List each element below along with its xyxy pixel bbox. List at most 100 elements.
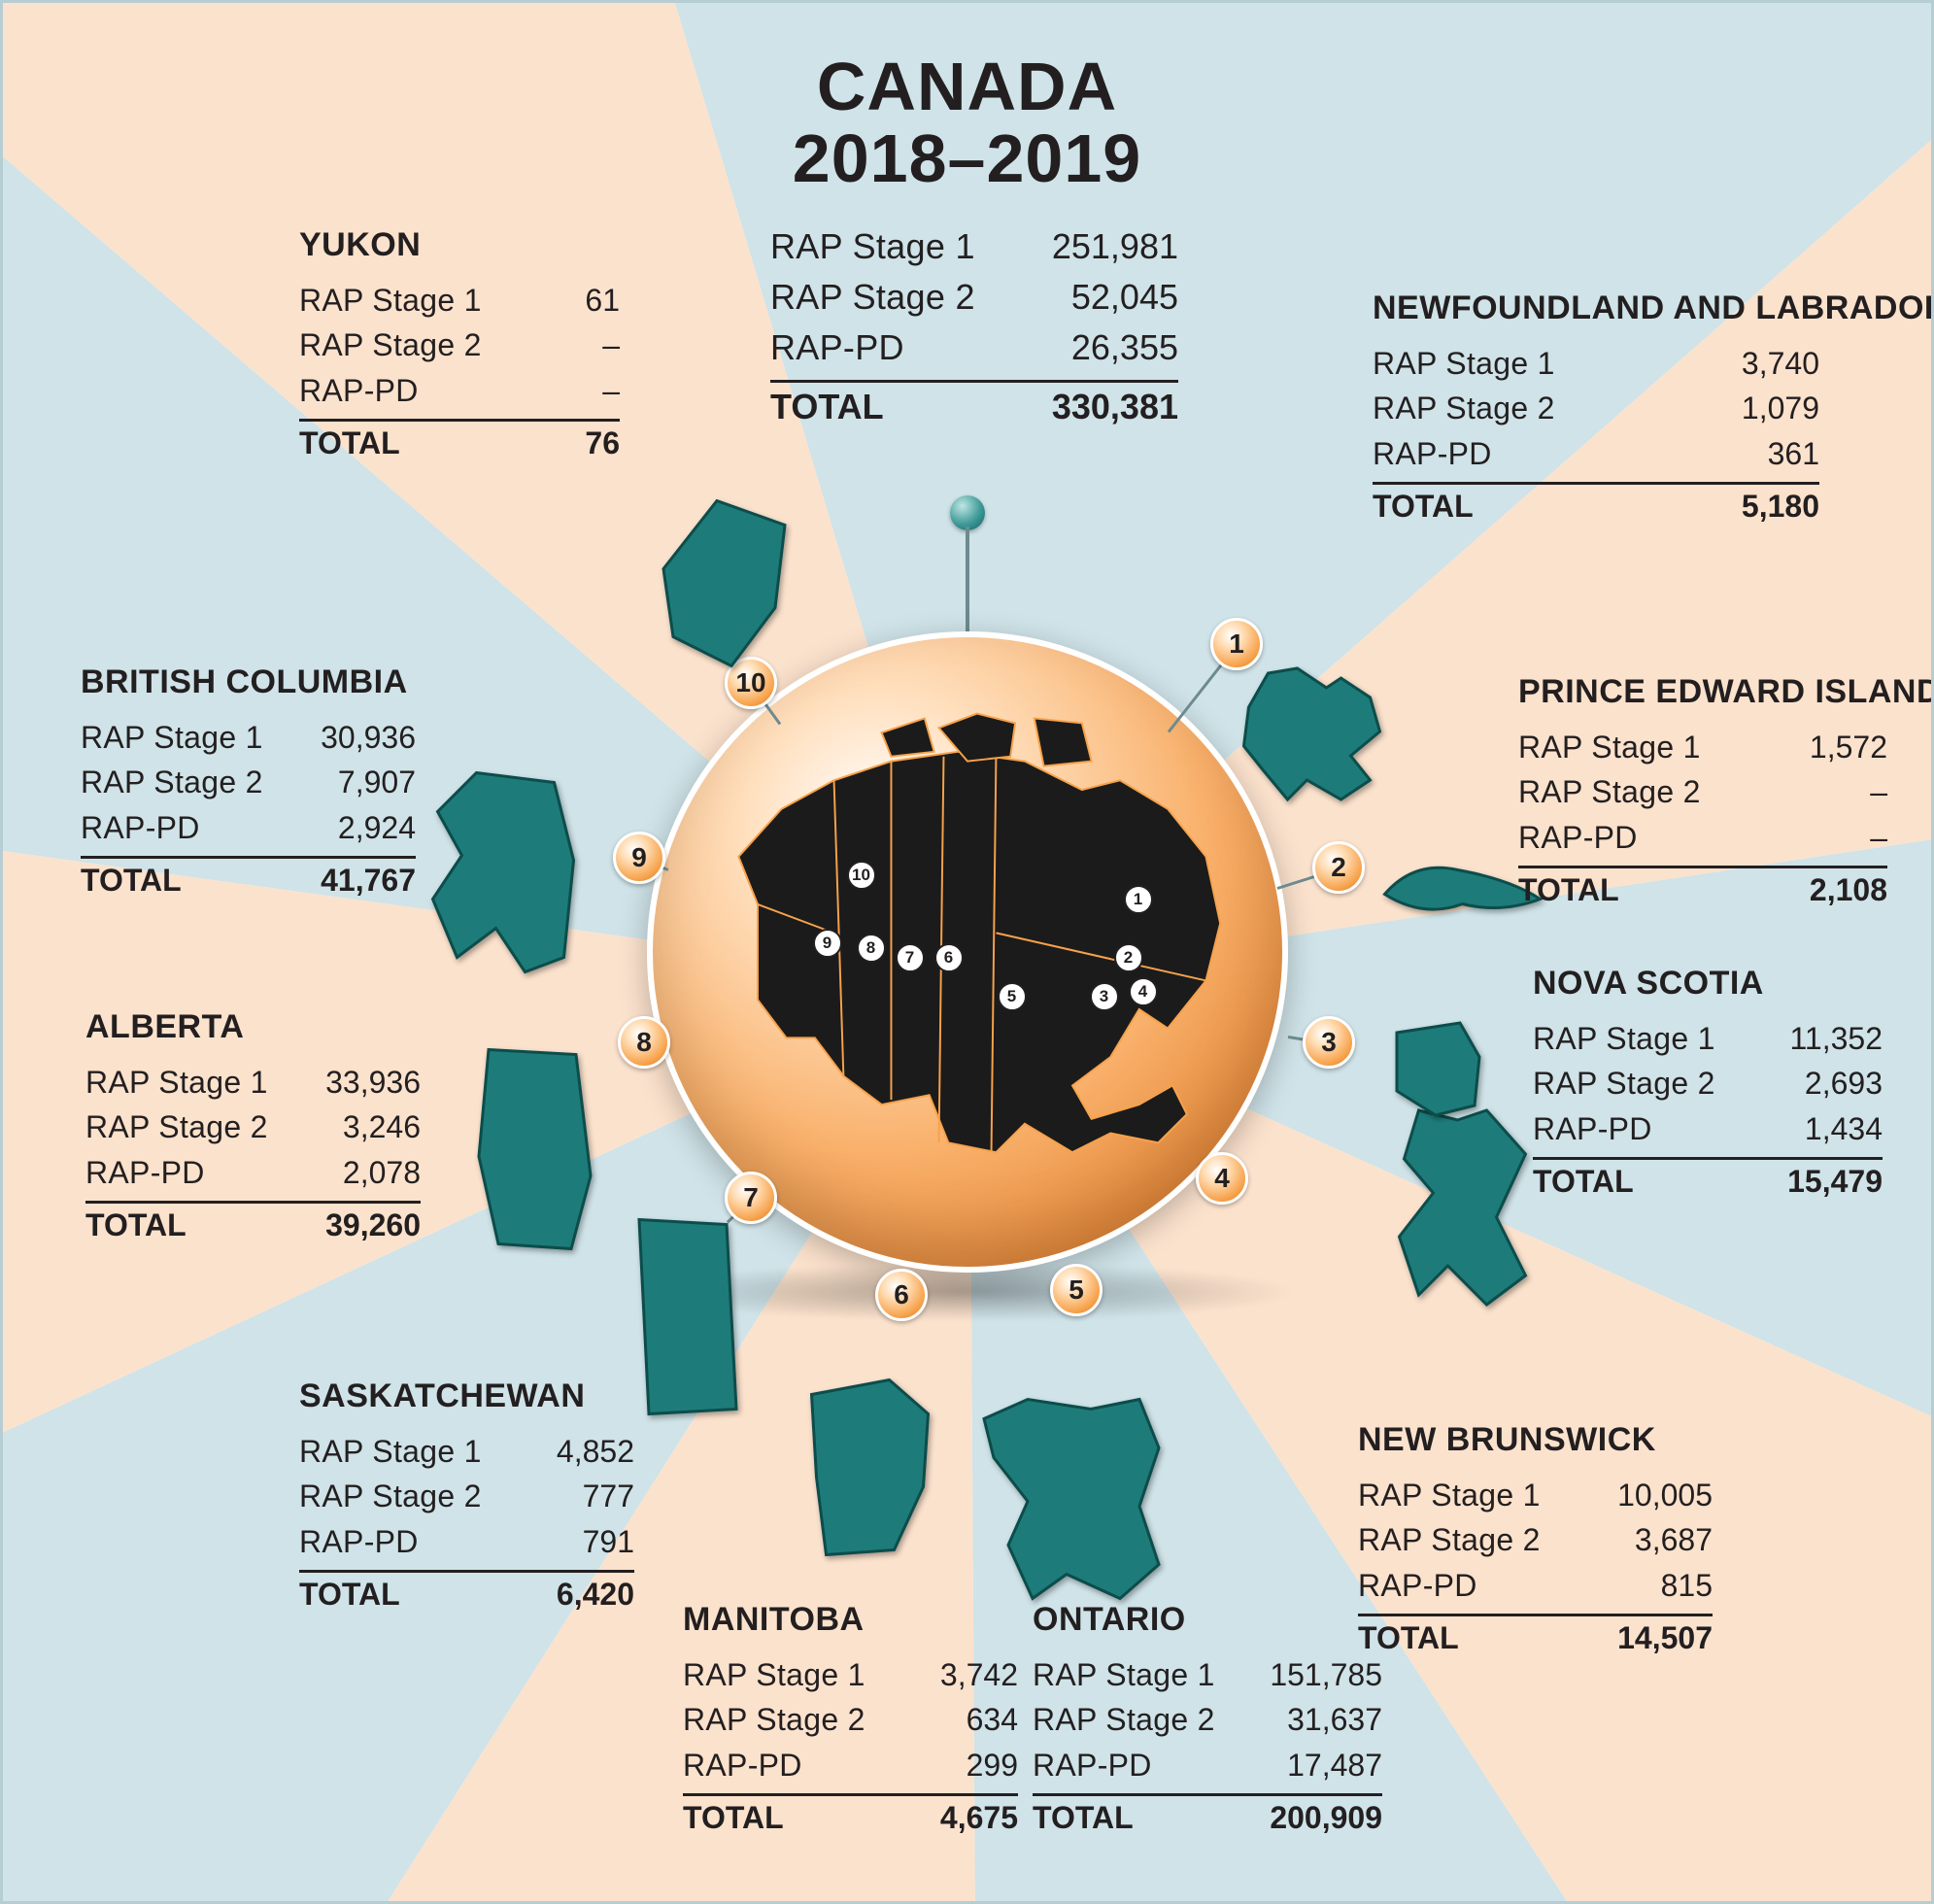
divider [770,380,1178,383]
val-rap2: 31,637 [1266,1697,1382,1742]
val-rappd: 2,924 [299,805,416,850]
province-shape-icon [464,1040,600,1259]
map-number-badge: 10 [847,861,876,890]
map-number-badge: 4 [1129,977,1158,1006]
province-data-block: NEW BRUNSWICKRAP Stage 110,005RAP Stage … [1358,1421,1713,1656]
province-name: NEWFOUNDLAND AND LABRADOR [1373,289,1819,327]
label-rap2: RAP Stage 2 [1518,769,1701,814]
label-rap1: RAP Stage 1 [770,221,975,272]
province-data-block: BRITISH COLUMBIARAP Stage 130,936RAP Sta… [81,663,416,899]
canada-total: 330,381 [1052,387,1178,427]
divider [85,1201,421,1204]
label-rap1: RAP Stage 1 [1033,1652,1215,1697]
label-rap1: RAP Stage 1 [81,715,263,760]
val-rap1: 1,572 [1771,725,1887,769]
province-shape-icon [1235,663,1385,809]
val-rappd: 2,078 [304,1150,421,1195]
map-number-badge: 2 [1114,943,1143,972]
val-rap1: 33,936 [304,1060,421,1105]
label-rap2: RAP Stage 2 [85,1105,268,1149]
label-rap2: RAP Stage 2 [1033,1697,1215,1742]
province-marker: 2 [1312,841,1365,894]
val-total: 15,479 [1787,1164,1883,1200]
label-total: TOTAL [81,863,182,899]
province-data-block: PRINCE EDWARD ISLAND RAP Stage 1 1,572 RAP … [1518,673,1887,908]
label-rappd: RAP-PD [1373,431,1492,476]
province-shape-icon [649,492,795,671]
label-rap2: RAP Stage 2 [770,272,975,323]
val-rap2: – [1771,769,1887,814]
label-rap1: RAP Stage 1 [683,1652,865,1697]
province-marker: 5 [1050,1264,1103,1316]
label-rap1: RAP Stage 1 [1518,725,1701,769]
title-block: CANADA 2018–2019 [793,51,1141,194]
canada-data-block: RAP Stage 1251,981 RAP Stage 252,045 RAP… [770,221,1178,427]
province-shape-icon [974,1390,1169,1609]
val-rappd: 815 [1596,1563,1713,1608]
label-rap2: RAP Stage 2 [683,1697,865,1742]
label-rappd: RAP-PD [1033,1743,1152,1787]
val-total: 5,180 [1742,489,1819,525]
province-name: BRITISH COLUMBIA [81,663,416,701]
province-name: SASKATCHEWAN [299,1377,634,1415]
val-rappd: – [503,368,620,413]
val-total: 14,507 [1617,1620,1713,1656]
infographic-viewport: CANADA 2018–2019 RAP Stage 1251,981 RAP … [0,0,1934,1904]
val-rap1: 151,785 [1266,1652,1382,1697]
province-marker: 8 [618,1016,670,1069]
divider [1358,1614,1713,1616]
val-rap1: 3,740 [1703,341,1819,386]
val-rap2: – [503,323,620,367]
label-rappd: RAP-PD [1518,815,1638,860]
label-total: TOTAL [1033,1800,1134,1836]
val-rap2: 3,687 [1596,1517,1713,1562]
val-rappd: 1,434 [1766,1106,1883,1151]
province-data-block: ONTARIO RAP Stage 1 151,785 RAP Stage 2 31,6… [1033,1601,1382,1836]
province-name: PRINCE EDWARD ISLAND [1518,673,1887,711]
val-total: 76 [585,425,620,461]
label-rap1: RAP Stage 1 [85,1060,268,1105]
label-rap1: RAP Stage 1 [299,278,482,323]
province-data-block: SASKATCHEWANRAP Stage 14,852RAP Stage 27… [299,1377,634,1613]
province-name: ALBERTA [85,1008,421,1046]
val-rappd: 299 [901,1743,1018,1787]
label-rap2: RAP Stage 2 [1373,386,1555,430]
canada-rappd: 26,355 [1062,323,1178,373]
val-total: 200,909 [1270,1800,1382,1836]
province-shape-icon [797,1371,938,1560]
label-rap2: RAP Stage 2 [299,1474,482,1518]
divider [1373,482,1819,485]
val-total: 4,675 [940,1800,1018,1836]
val-total: 6,420 [557,1577,634,1613]
val-rappd: 791 [518,1519,634,1564]
val-total: 2,108 [1810,872,1887,908]
province-name: ONTARIO [1033,1601,1382,1639]
label-total: TOTAL [683,1800,784,1836]
label-total: TOTAL [1373,489,1474,525]
label-rap2: RAP Stage 2 [81,760,263,804]
province-data-block: YUKONRAP Stage 161RAP Stage 2–RAP-PD–TOT… [299,226,620,461]
label-rap2: RAP Stage 2 [1533,1061,1715,1105]
val-rap1: 4,852 [518,1429,634,1474]
val-rap2: 777 [518,1474,634,1518]
title-line-2: 2018–2019 [793,123,1141,195]
map-number-badge: 6 [934,943,964,972]
divider [81,856,416,859]
label-total: TOTAL [770,387,884,427]
map-number-badge: 9 [813,929,842,958]
province-name: NOVA SCOTIA [1533,965,1883,1003]
label-total: TOTAL [1533,1164,1634,1200]
label-rappd: RAP-PD [1533,1106,1652,1151]
val-rap2: 634 [901,1697,1018,1742]
province-shape-icon [419,764,579,982]
val-rappd: 361 [1703,431,1819,476]
label-rappd: RAP-PD [85,1150,205,1195]
val-total: 41,767 [321,863,416,899]
val-rappd: – [1771,815,1887,860]
province-data-block: NOVA SCOTIARAP Stage 111,352RAP Stage 22… [1533,965,1883,1200]
province-shape-icon [625,1210,741,1419]
province-data-block: ALBERTARAP Stage 133,936RAP Stage 23,246… [85,1008,421,1243]
label-rap2: RAP Stage 2 [299,323,482,367]
val-rap1: 61 [503,278,620,323]
province-data-block: NEWFOUNDLAND AND LABRADORRAP Stage 13,74… [1373,289,1819,525]
